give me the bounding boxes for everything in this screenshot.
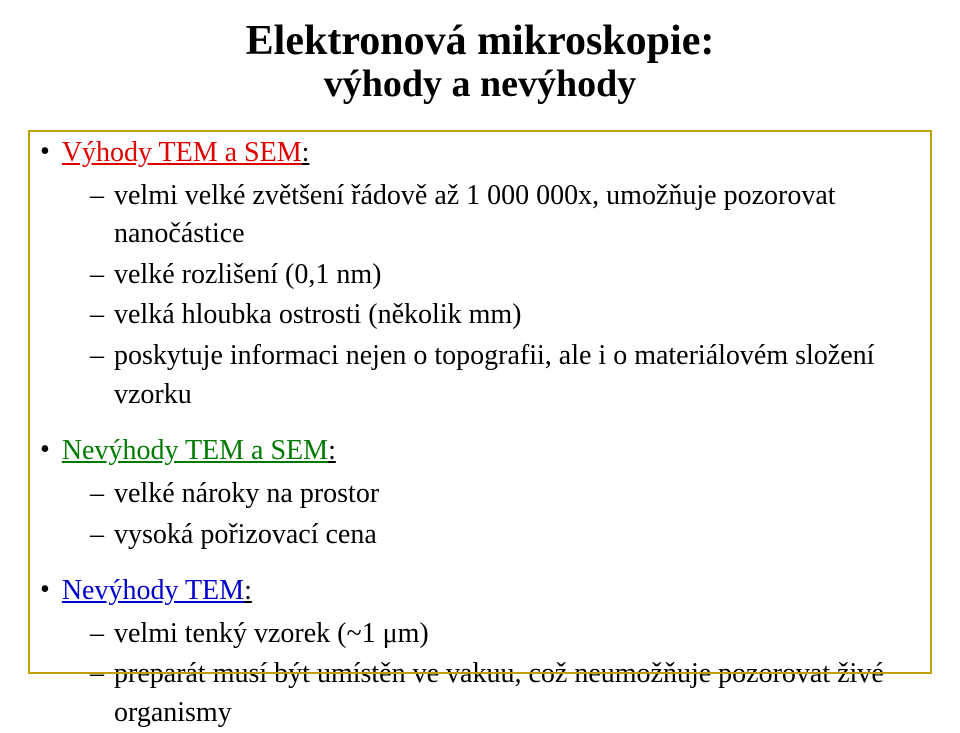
dash-icon: – [90,177,104,216]
heading-nevyhody-tem: Nevýhody TEM [62,575,244,606]
heading-colon: : [302,137,310,168]
section-heading-text: Nevýhody TEM: [62,572,252,611]
section-vyhody: • Výhody TEM a SEM: [34,134,926,173]
title-line-2: výhody a nevýhody [34,64,926,106]
section-nevyhody-both: • Nevýhody TEM a SEM: [34,432,926,471]
item-text: vysoká pořizovací cena [114,516,926,555]
list-item: – preparát musí být umístěn ve vakuu, co… [34,655,926,732]
list-item: – vysoká pořizovací cena [34,516,926,555]
list-item: – velmi tenký vzorek (~1 μm) [34,615,926,654]
item-text: velká hloubka ostrosti (několik mm) [114,296,926,335]
item-text: velké nároky na prostor [114,475,926,514]
nevyhody-both-list: – velké nároky na prostor – vysoká pořiz… [34,475,926,554]
dash-icon: – [90,475,104,514]
nevyhody-tem-list: – velmi tenký vzorek (~1 μm) – preparát … [34,615,926,733]
dash-icon: – [90,296,104,335]
dash-icon: – [90,337,104,376]
section-nevyhody-tem: • Nevýhody TEM: [34,572,926,611]
section-heading-text: Výhody TEM a SEM: [62,134,310,173]
item-text: velmi velké zvětšení řádově až 1 000 000… [114,177,926,254]
content-body: • Výhody TEM a SEM: – velmi velké zvětše… [34,134,926,733]
list-item: – velká hloubka ostrosti (několik mm) [34,296,926,335]
title-line-1: Elektronová mikroskopie: [34,18,926,64]
heading-nevyhody-both: Nevýhody TEM a SEM [62,435,328,466]
item-text: velmi tenký vzorek (~1 μm) [114,615,926,654]
list-item: – poskytuje informaci nejen o topografii… [34,337,926,414]
dash-icon: – [90,615,104,654]
bullet-icon: • [40,432,50,468]
item-text: poskytuje informaci nejen o topografii, … [114,337,926,414]
title-block: Elektronová mikroskopie: výhody a nevýho… [34,18,926,106]
dash-icon: – [90,516,104,555]
item-text: preparát musí být umístěn ve vakuu, což … [114,655,926,732]
section-heading-text: Nevýhody TEM a SEM: [62,432,336,471]
heading-vyhody: Výhody TEM a SEM [62,137,302,168]
list-item: – velké rozlišení (0,1 nm) [34,256,926,295]
heading-colon: : [244,575,252,606]
bullet-icon: • [40,134,50,170]
item-text: velké rozlišení (0,1 nm) [114,256,926,295]
list-item: – velké nároky na prostor [34,475,926,514]
dash-icon: – [90,655,104,694]
list-item: – velmi velké zvětšení řádově až 1 000 0… [34,177,926,254]
slide-page: Elektronová mikroskopie: výhody a nevýho… [0,0,960,699]
dash-icon: – [90,256,104,295]
bullet-icon: • [40,572,50,608]
vyhody-list: – velmi velké zvětšení řádově až 1 000 0… [34,177,926,415]
heading-colon: : [328,435,336,466]
